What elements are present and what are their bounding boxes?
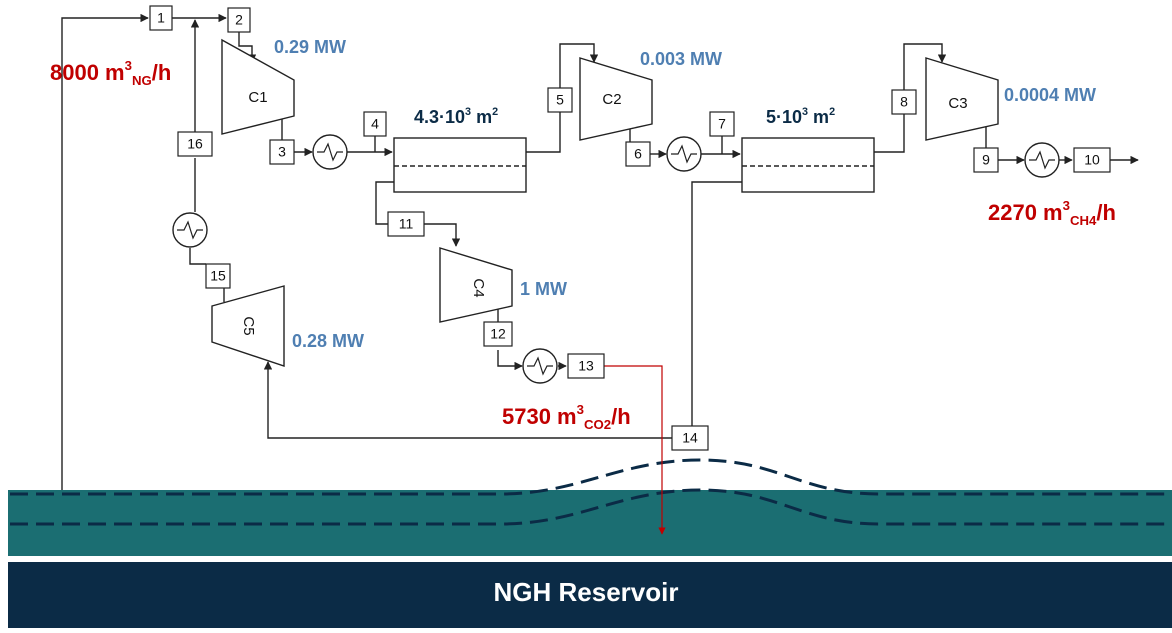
stream-number: 9: [982, 152, 990, 168]
stream-number: 7: [718, 116, 726, 132]
strata-line: [10, 458, 1172, 496]
membrane-area: 5·103 m2: [766, 106, 835, 127]
label-part: m: [808, 107, 829, 127]
strata-line: [10, 488, 1172, 526]
compressor-label: C1: [248, 89, 267, 106]
compressor: [925, 57, 999, 141]
power-label: 0.29 MW: [274, 37, 346, 57]
stream-box: [269, 139, 295, 165]
stream-number: 4: [371, 116, 379, 132]
membrane: [741, 137, 875, 193]
heat-exchanger-zigzag: [527, 356, 553, 376]
stream-number: 15: [210, 268, 226, 284]
power-label: 0.0004 MW: [1004, 85, 1096, 105]
label-part: NG: [132, 73, 152, 88]
reservoir-layer: [8, 562, 1172, 628]
membranes: [393, 137, 875, 193]
stream-number: 10: [1084, 152, 1100, 168]
stream-number: 1: [157, 10, 165, 26]
stream-box: [567, 353, 605, 379]
label-part: /h: [611, 404, 631, 429]
stream-number: 12: [490, 326, 506, 342]
stream-box: [363, 111, 387, 137]
compressor-label: C5: [240, 316, 257, 335]
compressor: [579, 57, 653, 141]
label-part: 2: [829, 106, 835, 118]
stream-number: 2: [235, 12, 243, 28]
label-part: 2: [492, 106, 498, 118]
stream-number: 16: [187, 136, 203, 152]
power-label: 1 MW: [520, 279, 567, 299]
compressor-label: C2: [602, 91, 621, 108]
stream-box: [177, 131, 213, 157]
stream-box: [625, 141, 651, 167]
label-part: 5·10: [766, 107, 802, 127]
stream-number: 13: [578, 358, 594, 374]
stream-box: [973, 147, 999, 173]
reservoir-label: NGH Reservoir: [494, 577, 679, 607]
compressor: [221, 38, 295, 135]
stream-number: 5: [556, 92, 564, 108]
label-part: 2270 m: [988, 200, 1063, 225]
stream-box: [709, 111, 735, 137]
label-part: /h: [1096, 200, 1116, 225]
stream-number: 3: [278, 144, 286, 160]
heat-exchanger-zigzag: [177, 220, 203, 240]
stream-number: 11: [399, 216, 414, 232]
stream-box: [891, 89, 917, 115]
compressor: [211, 285, 285, 367]
co2-injection: [604, 365, 666, 535]
stream-box: [387, 211, 425, 237]
flow-label: 5730 m3CO2/h: [502, 402, 631, 432]
stream-number: 14: [682, 430, 698, 446]
label-part: CH4: [1070, 213, 1097, 228]
compressor: [439, 247, 513, 323]
membrane-area: 4.3·103 m2: [414, 106, 498, 127]
label-part: 3: [465, 106, 471, 118]
label-part: 3: [802, 106, 808, 118]
heat-exchanger-zigzag: [317, 142, 343, 162]
heat-exchanger-zigzag: [671, 144, 697, 164]
compressor-label: C4: [470, 278, 487, 297]
label-part: /h: [152, 60, 172, 85]
stream-box: [671, 425, 709, 451]
label-part: 5730 m: [502, 404, 577, 429]
heat-exchanger-zigzag: [1029, 150, 1055, 170]
stream-box: [483, 321, 513, 347]
label-part: 3: [577, 402, 584, 417]
label-part: CO2: [584, 417, 611, 432]
label-part: m: [471, 107, 492, 127]
compressor-label: C3: [948, 95, 967, 112]
power-label: 0.28 MW: [292, 331, 364, 351]
stream-box: [1073, 147, 1111, 173]
flow-label: 8000 m3NG/h: [50, 58, 171, 88]
power-label: 0.003 MW: [640, 49, 722, 69]
stream-box: [205, 263, 231, 289]
stream-number: 6: [634, 146, 642, 162]
membrane: [393, 137, 527, 193]
stream-number: 8: [900, 94, 908, 110]
label-part: 4.3·10: [414, 107, 465, 127]
flow-label: 2270 m3CH4/h: [988, 198, 1116, 228]
stream-box: [547, 87, 573, 113]
label-part: 3: [1063, 198, 1070, 213]
label-part: 3: [125, 58, 132, 73]
pipes: [61, 13, 1139, 490]
stream-box: [227, 7, 251, 33]
stream-box: [149, 5, 173, 31]
label-part: 8000 m: [50, 60, 125, 85]
